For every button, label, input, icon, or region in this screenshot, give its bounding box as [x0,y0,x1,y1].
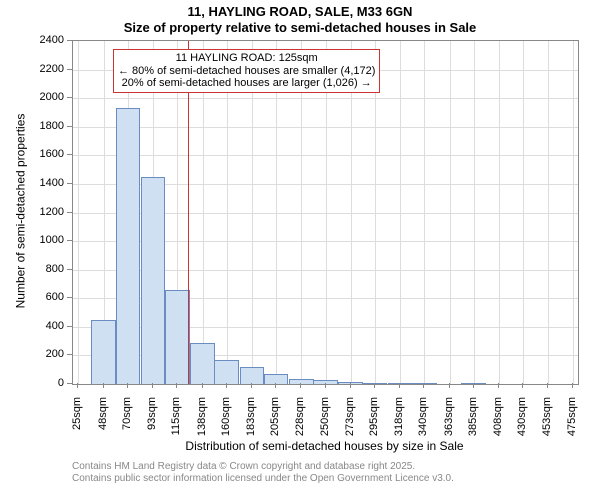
xtick-mark [275,383,276,388]
xtick-label: 25sqm [71,397,83,447]
ytick-label: 1600 [24,148,64,160]
ytick-label: 0 [24,377,64,389]
ytick-mark [67,297,72,298]
ytick-label: 400 [24,320,64,332]
annotation-line-2: ← 80% of semi-detached houses are smalle… [118,65,375,78]
histogram-bar [388,383,413,384]
ytick-mark [67,326,72,327]
annotation-line-1: 11 HAYLING ROAD: 125sqm [118,52,375,65]
histogram-bar [363,383,388,384]
xtick-label: 115sqm [170,397,182,447]
xtick-label: 295sqm [368,397,380,447]
xtick-mark [547,383,548,388]
xtick-mark [127,383,128,388]
xtick-mark [251,383,252,388]
ytick-mark [67,354,72,355]
ytick-mark [67,154,72,155]
gridline-vertical [499,41,500,384]
ytick-mark [67,126,72,127]
xtick-mark [300,383,301,388]
annotation-line-3: 20% of semi-detached houses are larger (… [118,77,375,90]
ytick-label: 800 [24,263,64,275]
xtick-label: 318sqm [393,397,405,447]
ytick-label: 200 [24,348,64,360]
histogram-bar [116,108,141,384]
ytick-label: 2400 [24,34,64,46]
ytick-mark [67,212,72,213]
xtick-mark [226,383,227,388]
gridline-vertical [474,41,475,384]
xtick-mark [399,383,400,388]
histogram-bar [214,360,239,384]
xtick-label: 363sqm [443,397,455,447]
chart-footer: Contains HM Land Registry data © Crown c… [72,461,454,485]
ytick-mark [67,383,72,384]
xtick-mark [374,383,375,388]
xtick-label: 138sqm [196,397,208,447]
ytick-mark [67,97,72,98]
chart-title-line2: Size of property relative to semi-detach… [0,20,600,36]
xtick-mark [325,383,326,388]
xtick-mark [498,383,499,388]
gridline-vertical [78,41,79,384]
ytick-label: 600 [24,291,64,303]
annotation-box: 11 HAYLING ROAD: 125sqm← 80% of semi-det… [113,49,380,93]
xtick-label: 205sqm [269,397,281,447]
xtick-label: 93sqm [146,397,158,447]
ytick-label: 2200 [24,63,64,75]
xtick-label: 340sqm [417,397,429,447]
chart-title-line1: 11, HAYLING ROAD, SALE, M33 6GN [0,0,600,20]
gridline-vertical [548,41,549,384]
xtick-label: 183sqm [245,397,257,447]
gridline-vertical [400,41,401,384]
xtick-mark [423,383,424,388]
ytick-label: 1800 [24,120,64,132]
xtick-mark [176,383,177,388]
ytick-mark [67,40,72,41]
ytick-mark [67,240,72,241]
xtick-mark [77,383,78,388]
ytick-label: 2000 [24,91,64,103]
xtick-label: 160sqm [220,397,232,447]
xtick-mark [350,383,351,388]
ytick-label: 1200 [24,206,64,218]
histogram-bar [91,320,116,384]
xtick-label: 453sqm [541,397,553,447]
xtick-label: 475sqm [566,397,578,447]
ytick-mark [67,69,72,70]
xtick-label: 70sqm [121,397,133,447]
xtick-label: 250sqm [319,397,331,447]
xtick-label: 408sqm [492,397,504,447]
xtick-label: 273sqm [344,397,356,447]
histogram-bar [141,177,166,384]
footer-line-1: Contains HM Land Registry data © Crown c… [72,461,454,473]
histogram-bar [190,343,215,384]
plot-area: 11 HAYLING ROAD: 125sqm← 80% of semi-det… [72,40,579,385]
footer-line-2: Contains public sector information licen… [72,473,454,485]
gridline-vertical [450,41,451,384]
histogram-bar [165,290,190,384]
xtick-label: 385sqm [467,397,479,447]
ytick-label: 1000 [24,234,64,246]
xtick-label: 48sqm [97,397,109,447]
xtick-mark [522,383,523,388]
xtick-mark [473,383,474,388]
xtick-label: 228sqm [294,397,306,447]
gridline-vertical [523,41,524,384]
xtick-mark [103,383,104,388]
histogram-bar [240,367,265,384]
xtick-mark [449,383,450,388]
xtick-mark [572,383,573,388]
ytick-mark [67,269,72,270]
ytick-mark [67,183,72,184]
gridline-vertical [573,41,574,384]
ytick-label: 1400 [24,177,64,189]
histogram-bar [412,383,437,384]
xtick-mark [202,383,203,388]
chart-container: { "title_line1": "11, HAYLING ROAD, SALE… [0,0,600,500]
xtick-mark [152,383,153,388]
gridline-vertical [424,41,425,384]
xtick-label: 430sqm [516,397,528,447]
